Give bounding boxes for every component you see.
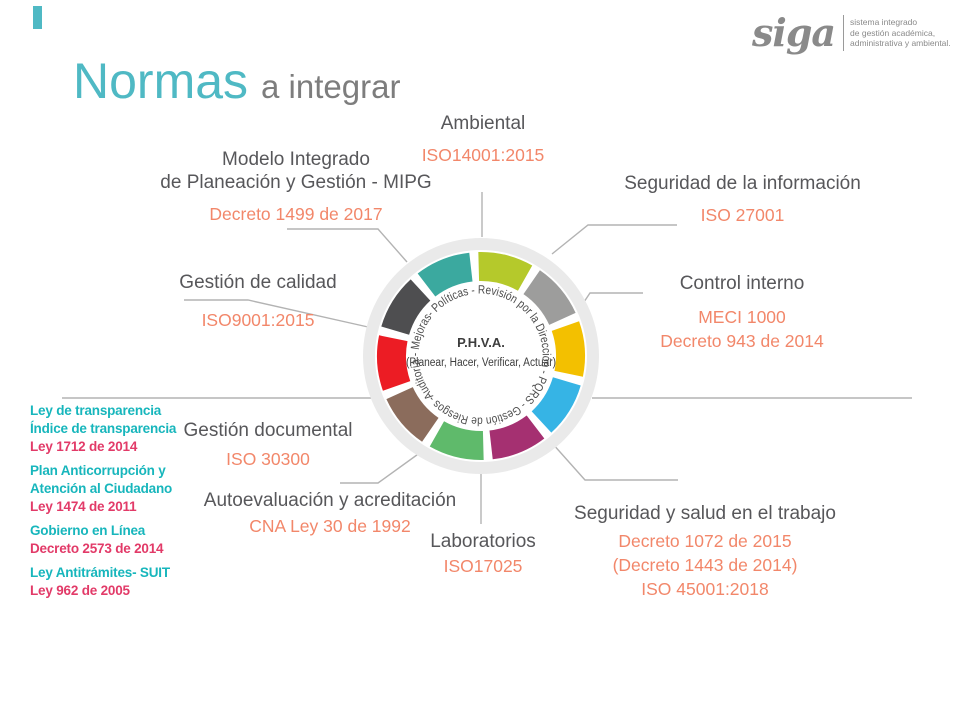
label-gestion-documental: Gestión documental ISO 30300 <box>143 419 393 471</box>
label-laboratorios: Laboratorios ISO17025 <box>383 530 583 578</box>
label-control-interno: Control interno MECI 1000 Decreto 943 de… <box>617 272 867 353</box>
label-title: Seguridad y salud en el trabajo <box>574 503 836 524</box>
ring-segment-brown <box>386 386 439 442</box>
list-item-title: Gobierno en Línea <box>30 523 146 538</box>
label-title: Ambiental <box>440 113 526 134</box>
list-item-title: Plan Anticorrupción y <box>30 463 166 478</box>
label-ref: ISO 30300 <box>226 449 310 469</box>
hub-inner-disc <box>375 250 587 462</box>
page-title: Normas a integrar <box>73 52 400 110</box>
label-title: Autoevaluación y acreditación <box>203 490 457 511</box>
label-ref: Decreto 943 de 2014 <box>660 331 824 351</box>
label-ref: ISO 27001 <box>700 205 785 225</box>
label-gestion-calidad: Gestión de calidad ISO9001:2015 <box>133 271 383 332</box>
label-ambiental: Ambiental ISO14001:2015 <box>383 112 583 167</box>
list-item: Ley Antitrámites- SUIT Ley 962 de 2005 <box>30 564 240 600</box>
list-item-ref: Ley 962 de 2005 <box>30 583 130 598</box>
ring-segment-cyan <box>531 376 581 433</box>
center-subtitle: (Planear, Hacer, Verificar, Actuar) <box>406 357 556 369</box>
label-title: Gestión de calidad <box>179 272 337 293</box>
label-title: Laboratorios <box>430 531 536 552</box>
label-ref: MECI 1000 <box>698 307 786 327</box>
list-item-title: Atención al Ciudadano <box>30 481 173 496</box>
list-item: Plan Anticorrupción y Atención al Ciudad… <box>30 462 240 516</box>
list-item-ref: Decreto 2573 de 2014 <box>30 541 164 556</box>
label-ref: ISO9001:2015 <box>201 310 315 330</box>
label-ref: Decreto 1072 de 2015 <box>618 531 792 551</box>
label-ref: (Decreto 1443 de 2014) <box>612 555 798 575</box>
label-title: Seguridad de la información <box>624 173 861 194</box>
connector-calidad <box>184 299 369 328</box>
ring-segment-teal <box>417 252 474 297</box>
label-ref: ISO17025 <box>443 556 523 576</box>
logo-tagline: sistema integrado de gestión académica, … <box>850 17 951 49</box>
logo-divider <box>843 15 845 51</box>
ring-segment-darkgray <box>381 279 431 336</box>
ring-segment-magenta <box>488 415 545 460</box>
connector-autoeval <box>340 451 422 484</box>
label-ref: Decreto 1499 de 2017 <box>209 204 383 224</box>
label-autoevaluacion: Autoevaluación y acreditación CNA Ley 30… <box>185 489 475 538</box>
logo-tagline-line: de gestión académica, <box>850 27 936 38</box>
label-ref: ISO 45001:2018 <box>641 579 769 599</box>
label-refs: Decreto 1072 de 2015 (Decreto 1443 de 20… <box>555 529 855 601</box>
label-title: Modelo Integrado <box>222 149 370 170</box>
label-title: Gestión documental <box>183 420 353 441</box>
label-seguridad-informacion: Seguridad de la información ISO 27001 <box>590 172 895 227</box>
label-title: de Planeación y Gestión - MIPG <box>160 172 432 193</box>
logo-tagline-line: sistema integrado <box>850 17 918 28</box>
list-item: Ley de transparencia Índice de transpare… <box>30 402 240 456</box>
list-item: Gobierno en Línea Decreto 2573 de 2014 <box>30 522 240 558</box>
connector-mipg <box>287 228 408 263</box>
transparency-list: Ley de transparencia Índice de transpare… <box>30 402 240 606</box>
ring-segment-green <box>429 421 484 460</box>
ring-segments <box>377 252 585 460</box>
ring-segment-gray <box>523 270 576 326</box>
list-item-ref: Ley 1712 de 2014 <box>30 439 138 454</box>
center-title: P.H.V.A. <box>457 335 505 350</box>
label-ref: ISO14001:2015 <box>421 145 545 165</box>
list-item-title: Índice de transparencia <box>30 421 177 436</box>
ring-segment-red <box>377 335 411 391</box>
label-refs: MECI 1000 Decreto 943 de 2014 <box>617 305 867 353</box>
corner-accent-bar <box>33 6 42 29</box>
list-item-ref: Ley 1474 de 2011 <box>30 499 137 514</box>
ring-segment-gold <box>551 321 585 377</box>
page-title-main: Normas <box>73 53 249 109</box>
label-seguridad-salud: Seguridad y salud en el trabajo Decreto … <box>555 502 855 601</box>
siga-wordmark: siga <box>752 10 836 55</box>
siga-logo: siga sistema integrado de gestión académ… <box>752 14 951 52</box>
page-title-sub: a integrar <box>261 68 401 105</box>
logo-tagline-line: administrativa y ambiental. <box>850 38 951 49</box>
label-ref: CNA Ley 30 de 1992 <box>249 516 411 536</box>
connector-salud <box>551 442 678 481</box>
connector-lines <box>62 192 912 524</box>
list-item-title: Ley Antitrámites- SUIT <box>30 565 170 580</box>
label-mipg: Modelo Integrado de Planeación y Gestión… <box>141 148 451 226</box>
ring-segment-lime <box>478 252 533 291</box>
label-title: Control interno <box>679 273 805 294</box>
list-item-title: Ley de transparencia <box>30 403 162 418</box>
connector-seginfo <box>551 224 677 255</box>
